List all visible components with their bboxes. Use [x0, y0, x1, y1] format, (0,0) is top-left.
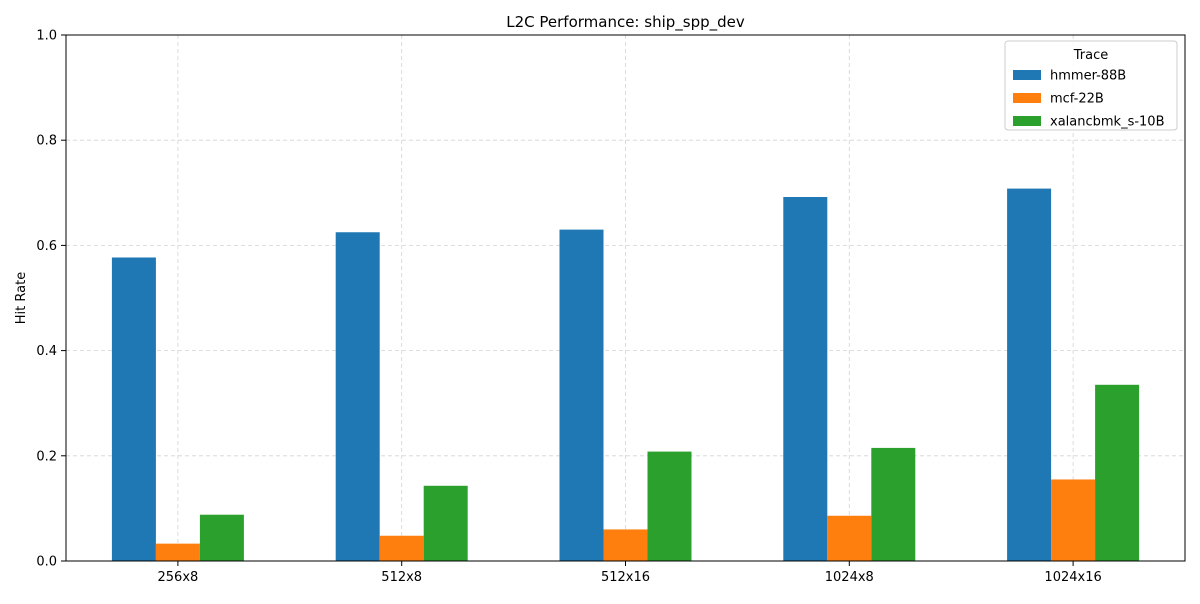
bar-xalancbmk-s-10b — [423, 485, 468, 561]
bar-hmmer-88b — [335, 232, 380, 561]
legend-swatch — [1013, 116, 1041, 126]
bar-xalancbmk-s-10b — [871, 447, 916, 561]
bar-xalancbmk-s-10b — [1095, 384, 1140, 561]
y-tick-label: 0.2 — [36, 449, 57, 464]
chart-title: L2C Performance: ship_spp_dev — [506, 13, 745, 32]
y-tick-label: 0.4 — [36, 344, 57, 359]
legend-box — [1004, 40, 1178, 131]
legend-label: xalancbmk_s-10B — [1050, 115, 1165, 130]
bar-mcf-22b — [379, 535, 424, 561]
bar-mcf-22b — [1051, 479, 1096, 561]
bar-mcf-22b — [827, 515, 872, 561]
legend-label: mcf-22B — [1050, 92, 1104, 107]
bar-hmmer-88b — [111, 257, 156, 561]
bar-mcf-22b — [603, 529, 648, 561]
x-tick-label: 1024x16 — [1044, 570, 1101, 585]
bar-xalancbmk-s-10b — [647, 451, 692, 561]
x-tick-label: 512x8 — [381, 570, 422, 585]
bar-hmmer-88b — [559, 229, 604, 561]
y-tick-label: 1.0 — [36, 29, 57, 44]
x-tick-label: 1024x8 — [825, 570, 874, 585]
y-tick-label: 0.6 — [36, 239, 57, 254]
bars — [111, 188, 1140, 562]
x-tick-label: 256x8 — [158, 570, 199, 585]
y-tick-label: 0.0 — [36, 555, 57, 570]
axes: 0.0 0.2 0.4 0.6 0.8 1.0 256x8 512x8 512x16 1024x8… — [36, 29, 1101, 586]
bar-hmmer-88b — [783, 197, 828, 561]
legend: Trace hmmer-88B mcf-22B xalancbmk_s-10B — [1004, 40, 1178, 131]
legend-items: hmmer-88B mcf-22B xalancbmk_s-10B — [1013, 69, 1165, 130]
legend-title: Trace — [1073, 48, 1109, 63]
legend-swatch — [1013, 93, 1041, 103]
y-tick-label: 0.8 — [36, 134, 57, 149]
legend-label: hmmer-88B — [1050, 69, 1126, 84]
bar-hmmer-88b — [1007, 188, 1052, 562]
x-tick-label: 512x16 — [601, 570, 650, 585]
legend-swatch — [1013, 70, 1041, 80]
bar-mcf-22b — [155, 543, 200, 561]
y-axis-title: Hit Rate — [14, 272, 29, 324]
bar-xalancbmk-s-10b — [199, 514, 244, 561]
